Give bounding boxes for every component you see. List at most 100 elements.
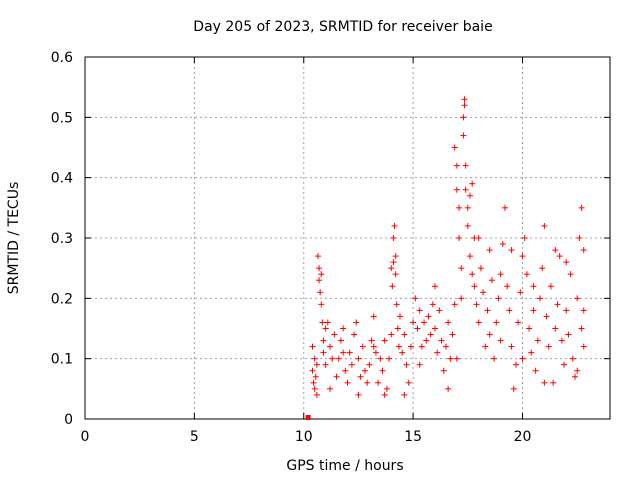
data-point bbox=[508, 247, 515, 254]
y-tick-label: 0.5 bbox=[51, 110, 73, 126]
data-point bbox=[464, 222, 471, 229]
data-point bbox=[467, 192, 473, 199]
data-point bbox=[429, 301, 436, 308]
y-tick-label: 0.2 bbox=[51, 291, 73, 307]
data-point bbox=[432, 283, 438, 290]
data-point bbox=[320, 349, 327, 356]
data-point bbox=[541, 379, 548, 386]
data-point bbox=[392, 271, 399, 278]
data-point bbox=[440, 367, 447, 374]
data-point bbox=[467, 253, 473, 260]
data-point bbox=[344, 379, 351, 386]
data-point bbox=[418, 343, 425, 350]
data-point bbox=[460, 132, 467, 139]
data-point bbox=[565, 331, 572, 338]
data-point bbox=[389, 283, 396, 290]
data-point bbox=[453, 162, 460, 169]
data-point bbox=[309, 367, 316, 374]
data-point bbox=[580, 343, 587, 350]
data-point bbox=[506, 307, 513, 314]
data-point bbox=[561, 361, 568, 368]
data-point bbox=[357, 373, 364, 380]
data-point bbox=[407, 343, 414, 350]
x-tick-label: 5 bbox=[190, 429, 199, 445]
data-point bbox=[530, 307, 537, 314]
data-point bbox=[552, 325, 559, 332]
data-point bbox=[372, 349, 379, 356]
data-point bbox=[552, 247, 559, 254]
data-point bbox=[312, 373, 319, 380]
data-point bbox=[480, 289, 487, 296]
data-point bbox=[519, 355, 526, 362]
data-point bbox=[340, 349, 347, 356]
data-point bbox=[539, 265, 546, 272]
data-point bbox=[572, 373, 578, 380]
data-point bbox=[578, 204, 585, 211]
data-point bbox=[401, 391, 408, 398]
data-point bbox=[526, 325, 533, 332]
data-point bbox=[453, 355, 460, 362]
data-point bbox=[499, 241, 506, 248]
data-point bbox=[547, 283, 554, 290]
data-point bbox=[528, 349, 535, 356]
data-point bbox=[425, 313, 432, 320]
data-point bbox=[515, 319, 522, 326]
x-axis-label: GPS time / hours bbox=[286, 458, 403, 474]
data-point bbox=[355, 355, 362, 362]
data-point bbox=[427, 331, 434, 338]
data-point bbox=[351, 331, 358, 338]
y-tick-label: 0.3 bbox=[51, 231, 73, 247]
data-point bbox=[311, 385, 318, 392]
data-point bbox=[482, 343, 489, 350]
data-point bbox=[473, 301, 480, 308]
data-point bbox=[508, 343, 515, 350]
data-point bbox=[390, 259, 397, 266]
data-point-marker bbox=[305, 415, 311, 420]
data-point bbox=[432, 325, 438, 332]
data-point bbox=[495, 295, 502, 302]
data-point bbox=[313, 361, 320, 368]
data-point bbox=[319, 319, 326, 326]
data-point bbox=[310, 379, 317, 386]
data-point bbox=[318, 301, 325, 308]
data-point bbox=[316, 277, 323, 284]
data-point bbox=[438, 337, 445, 344]
data-point bbox=[545, 343, 552, 350]
data-point bbox=[456, 204, 463, 211]
data-point bbox=[317, 289, 324, 296]
data-point bbox=[519, 253, 526, 260]
data-point bbox=[469, 180, 476, 187]
data-point bbox=[469, 271, 476, 278]
data-point bbox=[543, 313, 550, 320]
data-point bbox=[416, 361, 423, 368]
data-point bbox=[327, 343, 333, 350]
x-tick-label: 20 bbox=[514, 429, 532, 445]
data-point bbox=[327, 385, 333, 392]
data-point bbox=[405, 379, 412, 386]
data-point bbox=[486, 247, 493, 254]
data-point bbox=[541, 222, 548, 229]
x-tick-label: 15 bbox=[404, 429, 422, 445]
points-layer bbox=[305, 96, 587, 420]
data-point bbox=[512, 361, 519, 368]
data-point bbox=[335, 355, 342, 362]
data-point bbox=[324, 319, 331, 326]
data-point bbox=[517, 289, 524, 296]
data-point bbox=[447, 355, 454, 362]
data-point bbox=[311, 355, 318, 362]
data-point bbox=[458, 265, 465, 272]
data-point bbox=[331, 331, 338, 338]
data-point bbox=[488, 277, 495, 284]
data-point bbox=[461, 102, 468, 109]
data-point bbox=[563, 259, 570, 266]
data-point bbox=[390, 235, 397, 241]
data-point bbox=[558, 337, 565, 344]
data-point bbox=[504, 283, 511, 290]
data-point bbox=[436, 307, 443, 314]
data-point bbox=[355, 391, 362, 398]
data-point bbox=[556, 253, 563, 260]
data-point bbox=[445, 319, 452, 326]
data-point bbox=[314, 253, 321, 260]
